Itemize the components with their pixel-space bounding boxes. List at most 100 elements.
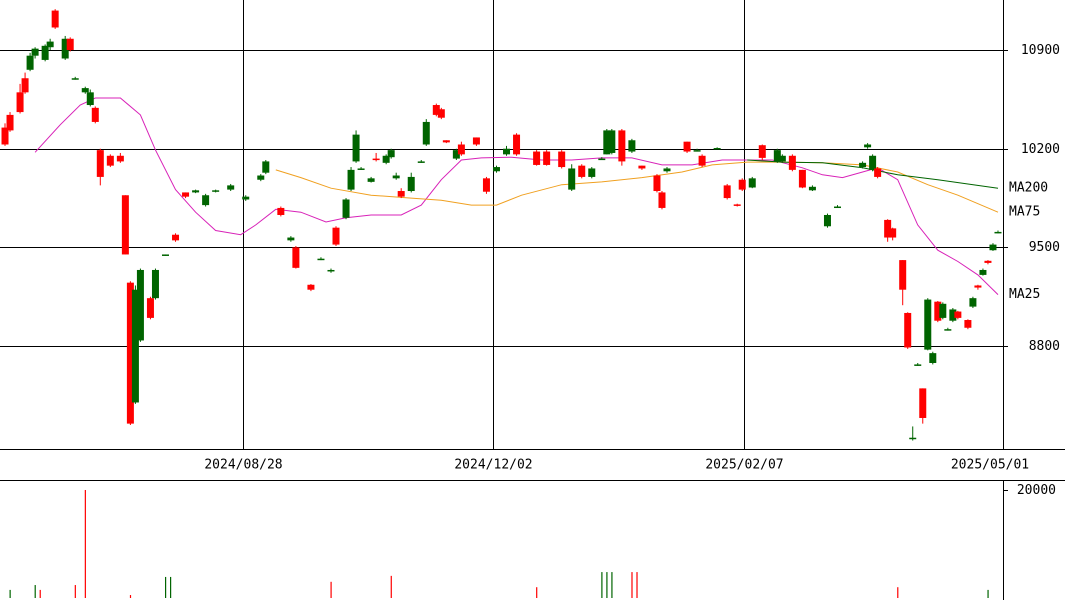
volume-bar [601, 572, 603, 598]
candle-body [61, 38, 69, 59]
volume-bar [74, 585, 76, 598]
candle-body [904, 312, 912, 348]
candle-body [262, 161, 270, 173]
candle-body [71, 78, 79, 80]
volume-bar [897, 587, 899, 598]
volume-bar [39, 589, 41, 598]
candle-body [16, 92, 24, 113]
candle-body [26, 55, 34, 70]
candle-body [964, 320, 972, 328]
candle-body [513, 134, 521, 155]
candle-body [909, 437, 917, 440]
candle-body [558, 151, 566, 168]
candle-body [287, 237, 295, 241]
candle-body [758, 145, 766, 158]
candle-body [106, 155, 114, 166]
candle-body [974, 285, 982, 288]
x-tick-label: 2025/02/07 [705, 458, 783, 473]
candle-body [884, 219, 892, 238]
candle-body [503, 148, 511, 155]
candle-body [91, 107, 99, 122]
volume-bar [170, 576, 172, 598]
candle-body [994, 231, 1002, 234]
candle-body [21, 78, 29, 93]
volume-bar [536, 587, 538, 598]
candle-body [588, 168, 596, 177]
candle-body [347, 169, 355, 190]
candle-body [788, 155, 796, 170]
candle-body [41, 45, 49, 60]
candle-body [352, 134, 360, 162]
candle-body [277, 207, 285, 215]
candle-body [96, 150, 104, 177]
candle-body [136, 269, 144, 341]
volume-bar [34, 585, 36, 598]
candle-body [618, 130, 626, 162]
candle-body [698, 155, 706, 166]
candle-body [116, 155, 124, 162]
y-tick-label: 9500 [1029, 240, 1060, 255]
ma-line [275, 161, 999, 213]
candle-body [748, 178, 756, 188]
volume-bar [636, 572, 638, 598]
volume-bar [631, 572, 633, 598]
candle-body [568, 168, 576, 190]
candle-body [182, 192, 190, 197]
candle-body [1, 127, 9, 145]
candle-body [172, 234, 180, 241]
candle-body [482, 178, 490, 192]
candle-body [121, 195, 129, 255]
candle-body [969, 298, 977, 307]
candle-body [598, 158, 606, 161]
candle-body [733, 204, 741, 206]
candle-body [658, 192, 666, 208]
candle-body [46, 41, 54, 48]
candle-body [407, 176, 415, 192]
candle-body [899, 260, 907, 290]
legend-label: MA200 [1009, 181, 1048, 196]
candle-body [683, 141, 691, 152]
candle-body [317, 258, 325, 261]
candle-body [693, 150, 701, 152]
candle-body [859, 162, 867, 168]
volume-bar [611, 572, 613, 598]
legend-label: MA25 [1009, 287, 1040, 302]
candle-body [949, 309, 957, 321]
candle-body [638, 165, 646, 169]
candle-body [653, 175, 661, 192]
y-tick-label: 10900 [1021, 43, 1060, 58]
candle-body [382, 155, 390, 163]
candle-body [608, 130, 616, 153]
candle-body [492, 167, 500, 172]
candle-body [578, 165, 586, 177]
candle-body [834, 206, 842, 209]
candle-body [954, 311, 962, 318]
candle-body [126, 282, 134, 424]
candle-body [6, 114, 14, 131]
candle-body [723, 185, 731, 199]
candle-body [452, 150, 460, 159]
volume-bar [606, 572, 608, 598]
candle-body [934, 301, 942, 321]
candle-body [86, 92, 94, 106]
candle-body [332, 227, 340, 245]
candle-body [808, 186, 816, 191]
candle-body [713, 148, 721, 150]
candle-body [227, 185, 235, 190]
candle-body [919, 388, 927, 418]
candle-body [663, 168, 671, 172]
candle-body [161, 254, 169, 256]
candle-body [242, 196, 250, 200]
candle-body [773, 150, 781, 162]
candle-body [192, 190, 200, 193]
candle-body [131, 289, 139, 403]
candle-body [864, 144, 872, 148]
candle-body [984, 260, 992, 263]
candle-body [342, 199, 350, 218]
candle-body [924, 299, 932, 350]
candle-body [989, 244, 997, 251]
volume-bar [987, 589, 989, 598]
